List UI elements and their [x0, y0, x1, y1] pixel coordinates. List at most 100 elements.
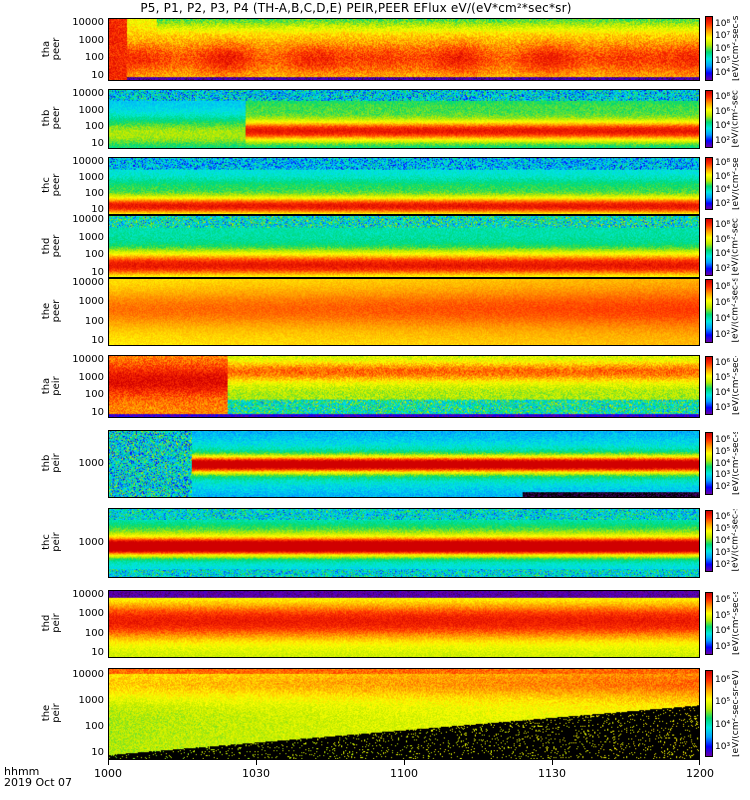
- y-tick-label: 100: [84, 627, 104, 639]
- colorbar-tick-label: 10³: [715, 402, 731, 413]
- colorbar-tick-label: 10⁵: [715, 524, 731, 535]
- y-tick-label: 1000: [78, 231, 104, 243]
- spectrogram-panel-8: [108, 508, 700, 578]
- panel-ylabel: tha peir: [41, 375, 62, 396]
- spectrogram-image-9: [109, 591, 699, 657]
- spectrogram-panel-5: [108, 278, 700, 346]
- colorbar-tick-label: 10⁶: [715, 171, 731, 182]
- y-tick-label: 10: [91, 646, 104, 658]
- colorbar-tick-label: 10²: [715, 482, 731, 493]
- colorbar-tick-label: 10⁴: [715, 626, 731, 637]
- panel-ylabel: thd peir: [41, 613, 62, 633]
- y-tick-label: 100: [84, 188, 104, 200]
- colorbar-tick-label: 10⁶: [715, 512, 731, 523]
- x-axis-label: hhmm: [4, 765, 40, 778]
- spectrogram-panel-2: [108, 89, 700, 149]
- y-tick-label: 1000: [78, 695, 104, 707]
- colorbar-tick-label: 10³: [715, 642, 731, 653]
- y-tick-label: 100: [84, 121, 104, 133]
- y-tick-label: 10: [91, 334, 104, 346]
- y-tick-label: 10: [91, 204, 104, 216]
- panel-ylabel: tha peer: [41, 37, 62, 60]
- spectrogram-image-5: [109, 279, 699, 345]
- y-tick-label: 1000: [78, 608, 104, 620]
- colorbar-tick-label: 10⁶: [715, 43, 731, 54]
- y-tick-label: 10000: [72, 214, 104, 226]
- colorbar-unit-label: [eV/(cm²-sec-sr-eV)] (4): [731, 15, 741, 81]
- x-tick-label: 1100: [390, 767, 418, 780]
- spectrogram-panel-6: [108, 355, 700, 418]
- colorbar-tick-label: 10²: [715, 136, 731, 147]
- spectrogram-image-8: [109, 509, 699, 577]
- y-tick-label: 10: [91, 406, 104, 418]
- spectrogram-panel-3: [108, 157, 700, 215]
- colorbar: [705, 90, 713, 148]
- x-tick-mark: [256, 760, 257, 765]
- colorbar-tick-label: 10⁵: [715, 697, 731, 708]
- x-tick-mark: [404, 760, 405, 765]
- colorbar-tick-label: 10⁸: [715, 281, 731, 292]
- y-tick-label: 1000: [78, 171, 104, 183]
- spectrogram-image-10: [109, 669, 699, 759]
- colorbar-tick-label: 10⁶: [715, 594, 731, 605]
- colorbar-tick-label: 10⁸: [715, 219, 731, 230]
- colorbar-tick-label: 10⁴: [715, 314, 731, 325]
- x-tick-label: 1030: [242, 767, 270, 780]
- colorbar-tick-label: 10⁸: [715, 18, 731, 29]
- y-tick-label: 10000: [72, 17, 104, 29]
- colorbar-tick-label: 10²: [715, 559, 731, 570]
- colorbar-unit-label: [eV/(cm²-sec-sr-eV)] (4): [731, 278, 741, 343]
- colorbar: [705, 432, 713, 495]
- y-tick-label: 1000: [78, 34, 104, 46]
- colorbar: [705, 510, 713, 572]
- panel-ylabel: the peer: [41, 299, 62, 323]
- panel-ylabel: thc peir: [41, 532, 62, 552]
- colorbar-tick-label: 10²: [715, 264, 731, 275]
- colorbar-tick-label: 10⁴: [715, 458, 731, 469]
- colorbar-unit-label: [eV/(cm²-sec-sr-eV)] (4): [731, 591, 741, 655]
- panel-ylabel: the peir: [41, 703, 62, 723]
- figure-title: P5, P1, P2, P3, P4 (TH-A,B,C,D,E) PEIR,P…: [140, 1, 572, 15]
- y-tick-label: 100: [84, 389, 104, 401]
- panel-ylabel: thc peer: [41, 173, 62, 197]
- y-tick-label: 100: [84, 315, 104, 327]
- y-tick-label: 1000: [78, 537, 104, 548]
- colorbar-tick-label: 10⁴: [715, 387, 731, 398]
- y-tick-label: 1000: [78, 458, 104, 469]
- spectrogram-panel-1: [108, 18, 700, 81]
- y-tick-label: 1000: [78, 104, 104, 116]
- spectrogram-image-3: [109, 158, 699, 214]
- y-tick-label: 10000: [72, 277, 104, 289]
- panel-ylabel: thd peer: [41, 234, 62, 257]
- colorbar-unit-label: [eV/(cm²-sec-sr-eV)] (4): [731, 509, 741, 572]
- spectrogram-panel-4: [108, 215, 700, 278]
- y-tick-label: 100: [84, 720, 104, 732]
- colorbar-unit-label: [eV/(cm²-sec-sr-eV)] (4): [731, 217, 741, 276]
- colorbar: [705, 16, 713, 81]
- colorbar-tick-label: 10⁴: [715, 185, 731, 196]
- colorbar: [705, 157, 713, 210]
- colorbar: [705, 356, 713, 415]
- colorbar: [705, 670, 713, 757]
- panel-ylabel: thb peer: [41, 106, 62, 130]
- x-axis-date: 2019 Oct 07: [4, 776, 73, 789]
- spectrogram-image-6: [109, 356, 699, 417]
- colorbar-tick-label: 10⁴: [715, 68, 731, 79]
- colorbar-tick-label: 10⁶: [715, 234, 731, 245]
- colorbar-tick-label: 10⁴: [715, 249, 731, 260]
- x-tick-mark: [699, 760, 700, 765]
- colorbar-tick-label: 10⁸: [715, 158, 731, 169]
- y-tick-label: 10000: [72, 589, 104, 601]
- y-tick-label: 1000: [78, 371, 104, 383]
- spectrogram-image-7: [109, 431, 699, 497]
- y-tick-label: 100: [84, 52, 104, 64]
- colorbar: [705, 279, 713, 343]
- colorbar-tick-label: 10⁶: [715, 434, 731, 445]
- colorbar-tick-label: 10⁶: [715, 297, 731, 308]
- colorbar-tick-label: 10⁶: [715, 675, 731, 686]
- colorbar-tick-label: 10⁷: [715, 31, 731, 42]
- colorbar-tick-label: 10²: [715, 330, 731, 341]
- colorbar-tick-label: 10⁵: [715, 610, 731, 621]
- panel-ylabel: thb peir: [41, 453, 62, 473]
- x-tick-label: 1130: [538, 767, 566, 780]
